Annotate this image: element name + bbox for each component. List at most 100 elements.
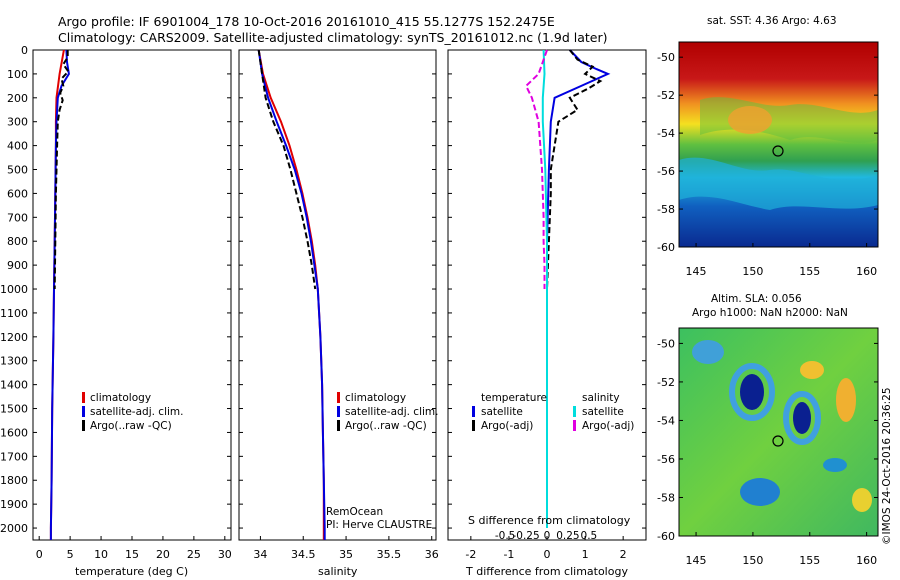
legend-label: satellite (481, 406, 523, 418)
depth-tick-label: 900 (7, 259, 28, 272)
x-tick-label: 35.5 (377, 548, 402, 561)
x-tick-label: 0 (544, 548, 551, 561)
legend-label: satellite (582, 406, 624, 418)
sla-map-title1: Altim. SLA: 0.056 (711, 293, 802, 305)
map-y-tick-label: -60 (657, 530, 675, 543)
depth-tick-label: 1700 (0, 450, 28, 463)
sst-map-frame (678, 41, 879, 248)
map-y-tick-label: -52 (657, 89, 675, 102)
x-tick-label: -1 (503, 548, 514, 561)
legend-label: Argo(..raw -QC) (345, 420, 427, 432)
legend-label: satellite-adj. clim. (90, 406, 183, 418)
sst-map-axes: -50 -52 -54 -56 -58 -60 145 150 155 160 (657, 51, 878, 278)
salinity-panel (238, 49, 437, 541)
legend-swatch-temp-satellite (472, 406, 475, 417)
argo-float-marker (772, 435, 784, 447)
difference-legend: temperature satellite Argo(-adj) salinit… (472, 392, 634, 432)
x-tick-label: 36 (425, 548, 439, 561)
depth-tick-label: 1100 (0, 307, 28, 320)
temperature-xlabel: temperature (deg C) (75, 565, 188, 578)
salinity-x-axis: 34 34.5 35 35.5 36 (253, 536, 439, 561)
salinity-xlabel: salinity (318, 565, 358, 578)
salinity-legend: climatology satellite-adj. clim. Argo(..… (326, 392, 438, 531)
map-x-tick-label: 150 (742, 554, 763, 567)
sla-low-4 (740, 478, 780, 506)
sla-low-2 (793, 402, 811, 434)
x-tick-label: 34 (253, 548, 267, 561)
sla-low-1 (740, 374, 764, 410)
temperature-x-axis: 0 5 10 15 20 25 30 (36, 536, 232, 561)
map-x-tick-label: 155 (799, 265, 820, 278)
depth-tick-label: 1000 (0, 283, 28, 296)
title-line1: Argo profile: IF 6901004_178 10-Oct-2016… (58, 14, 555, 29)
depth-tick-label: 1600 (0, 426, 28, 439)
depth-tick-label: 600 (7, 187, 28, 200)
legend-swatch-climatology (82, 392, 85, 403)
x-tick-label: 2 (620, 548, 627, 561)
map-y-tick-label: -54 (657, 414, 675, 427)
x-tick-label: 0 (36, 548, 43, 561)
legend-label: satellite-adj. clim. (345, 406, 438, 418)
s-tick-label: 0.5 (581, 530, 598, 542)
remocean-note: RemOcean (326, 506, 383, 518)
sst-cold-band (679, 157, 878, 210)
sst-map (679, 42, 878, 247)
x-tick-label: 10 (94, 548, 108, 561)
x-tick-label: 34.5 (291, 548, 316, 561)
sla-high-3 (852, 488, 872, 512)
sla-map-axes: -50 -52 -54 -56 -58 -60 145 150 155 160 (657, 337, 878, 567)
depth-tick-label: 800 (7, 235, 28, 248)
sla-low-3 (692, 340, 724, 364)
depth-tick-label: 0 (21, 44, 28, 57)
depth-tick-label: 700 (7, 211, 28, 224)
legend-swatch-temp-argo (472, 420, 475, 431)
map-y-tick-label: -52 (657, 376, 675, 389)
depth-tick-label: 400 (7, 140, 28, 153)
map-y-tick-label: -58 (657, 491, 675, 504)
title-line2: Climatology: CARS2009. Satellite-adjuste… (58, 30, 608, 45)
legend-swatch-satellite (337, 406, 340, 417)
sst-field (679, 42, 878, 247)
map-x-tick-label: 145 (686, 554, 707, 567)
sst-warm-eddy (728, 106, 772, 134)
sla-map-frame (678, 327, 879, 537)
series-line-argo-raw-qc- (257, 49, 317, 290)
legend-label: climatology (90, 392, 151, 404)
map-y-tick-label: -54 (657, 127, 675, 140)
series-line-satellite-adj-clim- (257, 49, 326, 540)
map-y-tick-label: -50 (657, 51, 675, 64)
depth-tick-label: 1300 (0, 355, 28, 368)
difference-x-axis: -2 -1 0 1 2 -0.5-0.25 0 0.25 0.5 (465, 530, 626, 561)
x-tick-label: 1 (582, 548, 589, 561)
sla-map (679, 328, 878, 536)
depth-tick-label: 2000 (0, 522, 28, 535)
legend-label: climatology (345, 392, 406, 404)
x-tick-label: -2 (465, 548, 476, 561)
series-line-climatology (257, 49, 325, 540)
x-tick-label: 35 (339, 548, 353, 561)
temperature-legend: climatology satellite-adj. clim. Argo(..… (82, 392, 183, 432)
map-y-tick-label: -56 (657, 453, 675, 466)
depth-tick-label: 1900 (0, 498, 28, 511)
x-tick-label: 30 (218, 548, 232, 561)
legend-swatch-argo (337, 420, 340, 431)
pi-note: PI: Herve CLAUSTRE (326, 519, 432, 531)
x-tick-label: 25 (187, 548, 201, 561)
series-line-temperature-argo-adj- (546, 49, 603, 290)
series-line-satellite-adj-clim- (49, 49, 70, 540)
series-line-salinity-satellite (541, 49, 548, 528)
x-tick-label: 20 (156, 548, 170, 561)
map-y-tick-label: -56 (657, 165, 675, 178)
depth-axis: 0 100 200 300 400 500 600 700 800 900 1000 1100 1200… (0, 44, 646, 535)
legend-swatch-sal-argo (573, 420, 576, 431)
sla-low-2-ring (783, 391, 821, 445)
legend-label: Argo(-adj) (582, 420, 634, 432)
sla-low-5 (823, 458, 847, 472)
legend-label: Argo(..raw -QC) (90, 420, 172, 432)
temperature-panel (32, 49, 232, 541)
legend-label: Argo(-adj) (481, 420, 533, 432)
depth-tick-label: 1500 (0, 403, 28, 416)
sla-map-title2: Argo h1000: NaN h2000: NaN (692, 307, 848, 319)
map-x-tick-label: 160 (856, 554, 877, 567)
legend-salinity-title: salinity (582, 392, 620, 404)
